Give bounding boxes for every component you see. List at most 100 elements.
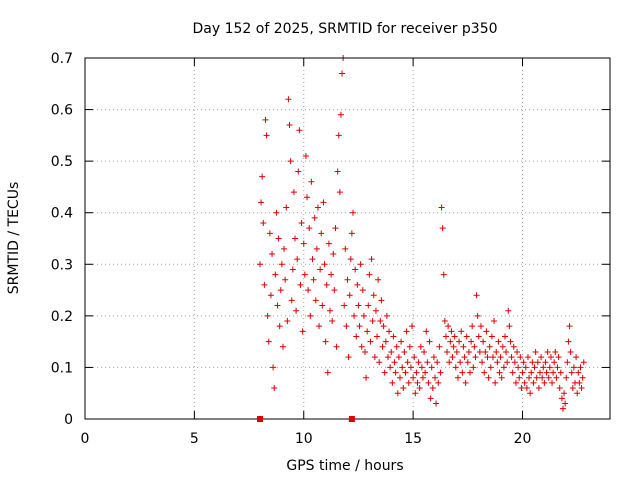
data-point [519,369,526,376]
data-point [272,271,279,278]
data-point [318,230,325,237]
data-point [444,348,451,355]
data-point [446,359,453,366]
data-point [479,359,486,366]
data-point [530,379,537,386]
data-point [467,369,473,376]
data-point [407,364,414,371]
data-point [413,369,420,376]
data-point [378,297,385,304]
data-point [573,354,580,361]
data-point [568,369,575,376]
data-point [364,328,371,335]
data-points [257,55,587,412]
data-point [393,343,400,350]
data-point [537,369,543,376]
data-point [496,369,503,376]
data-point [374,333,381,340]
data-point [495,338,502,345]
data-point [481,369,488,376]
data-point [512,379,519,386]
data-point [277,287,284,294]
data-point [458,328,465,335]
data-point [317,266,324,273]
data-point [485,374,492,381]
data-point [412,390,419,397]
data-point [301,271,308,278]
data-point [540,364,547,371]
data-point [267,292,274,299]
data-point [355,302,362,309]
data-point [319,302,326,309]
data-point [334,168,341,175]
data-point [553,374,560,381]
data-point [544,348,551,355]
data-point [304,194,311,201]
data-point [332,225,339,232]
data-point [542,359,549,366]
data-point [541,379,548,386]
data-point [565,338,572,345]
data-point [515,364,522,371]
data-point [576,379,583,386]
data-point [402,369,409,376]
data-point [539,374,546,381]
data-point [293,307,300,314]
data-point [371,354,378,361]
data-point [285,96,292,103]
data-point [558,395,565,402]
data-point [533,374,540,381]
chart-title: Day 152 of 2025, SRMTID for receiver p35… [192,21,497,37]
data-point [441,318,448,325]
grid-lines [85,58,610,419]
data-point [526,374,533,381]
data-point [322,338,329,345]
data-point [417,343,424,350]
data-point [306,225,313,232]
data-point [380,323,387,330]
data-point [436,343,443,350]
data-point [549,379,556,386]
data-point [409,323,416,330]
data-point [415,359,422,366]
plot-frame [84,57,611,420]
data-point [325,240,332,247]
data-point [486,343,493,350]
data-point [547,354,554,361]
data-point [384,354,391,361]
data-point [451,333,458,340]
data-point [335,132,342,139]
data-point [388,348,395,355]
data-point [382,338,389,345]
data-point [270,364,277,371]
data-point [518,385,525,392]
data-point [578,385,585,392]
data-point [473,292,480,299]
data-point [356,323,363,330]
data-point [480,338,487,345]
data-point [370,292,377,299]
data-point [468,338,475,345]
data-point [390,333,397,340]
data-point [386,328,393,335]
data-point [368,256,375,263]
data-point [351,312,358,319]
data-point [261,281,268,288]
data-point [448,328,455,335]
data-point [567,348,574,355]
data-point [279,343,286,350]
data-point [465,348,472,355]
data-point [392,369,399,376]
y-tick-label: 0.6 [51,103,73,119]
data-point [327,307,333,314]
data-point [401,348,408,355]
data-point [387,364,394,371]
data-point [316,323,323,330]
data-point [469,323,476,330]
data-point [352,266,359,273]
data-point [394,390,401,397]
data-point [564,359,571,366]
data-point [483,328,490,335]
data-point [520,359,527,366]
